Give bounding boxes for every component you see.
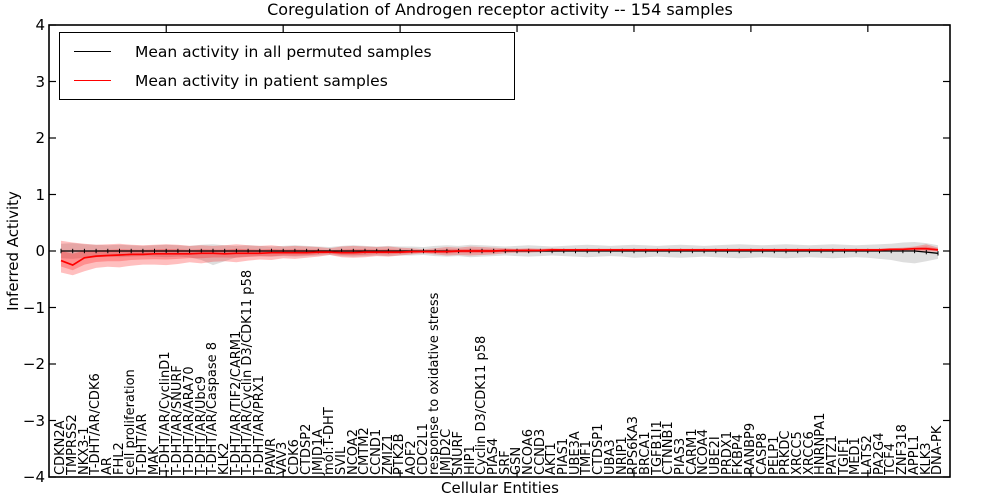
y-tick-label: −3 (22, 411, 45, 430)
y-tick-label: 1 (35, 185, 45, 204)
y-tick-label: 4 (35, 16, 45, 34)
y-tick-label: 0 (35, 242, 45, 260)
legend-line-swatch (74, 80, 111, 81)
permuted-confidence-band (61, 242, 938, 266)
legend-line-swatch (74, 51, 111, 52)
legend: Mean activity in all permuted samples Mea… (59, 32, 515, 100)
y-tick-label: 2 (35, 129, 45, 147)
patient-mean-line (60, 247, 939, 267)
legend-label: Mean activity in all permuted samples (135, 42, 432, 61)
legend-label: Mean activity in patient samples (135, 71, 388, 90)
y-tick-label: −1 (22, 298, 45, 317)
chart-title: Coregulation of Androgen receptor activi… (267, 0, 733, 19)
y-tick-label: −2 (22, 355, 45, 373)
legend-rows: Mean activity in all permuted samples Mea… (60, 37, 514, 95)
y-tick-label: −4 (22, 468, 45, 486)
y-tick-label: 3 (35, 72, 45, 91)
legend-item: Mean activity in patient samples (60, 66, 514, 95)
x-axis-label: Cellular Entities (441, 479, 559, 497)
legend-item: Mean activity in all permuted samples (60, 37, 514, 66)
